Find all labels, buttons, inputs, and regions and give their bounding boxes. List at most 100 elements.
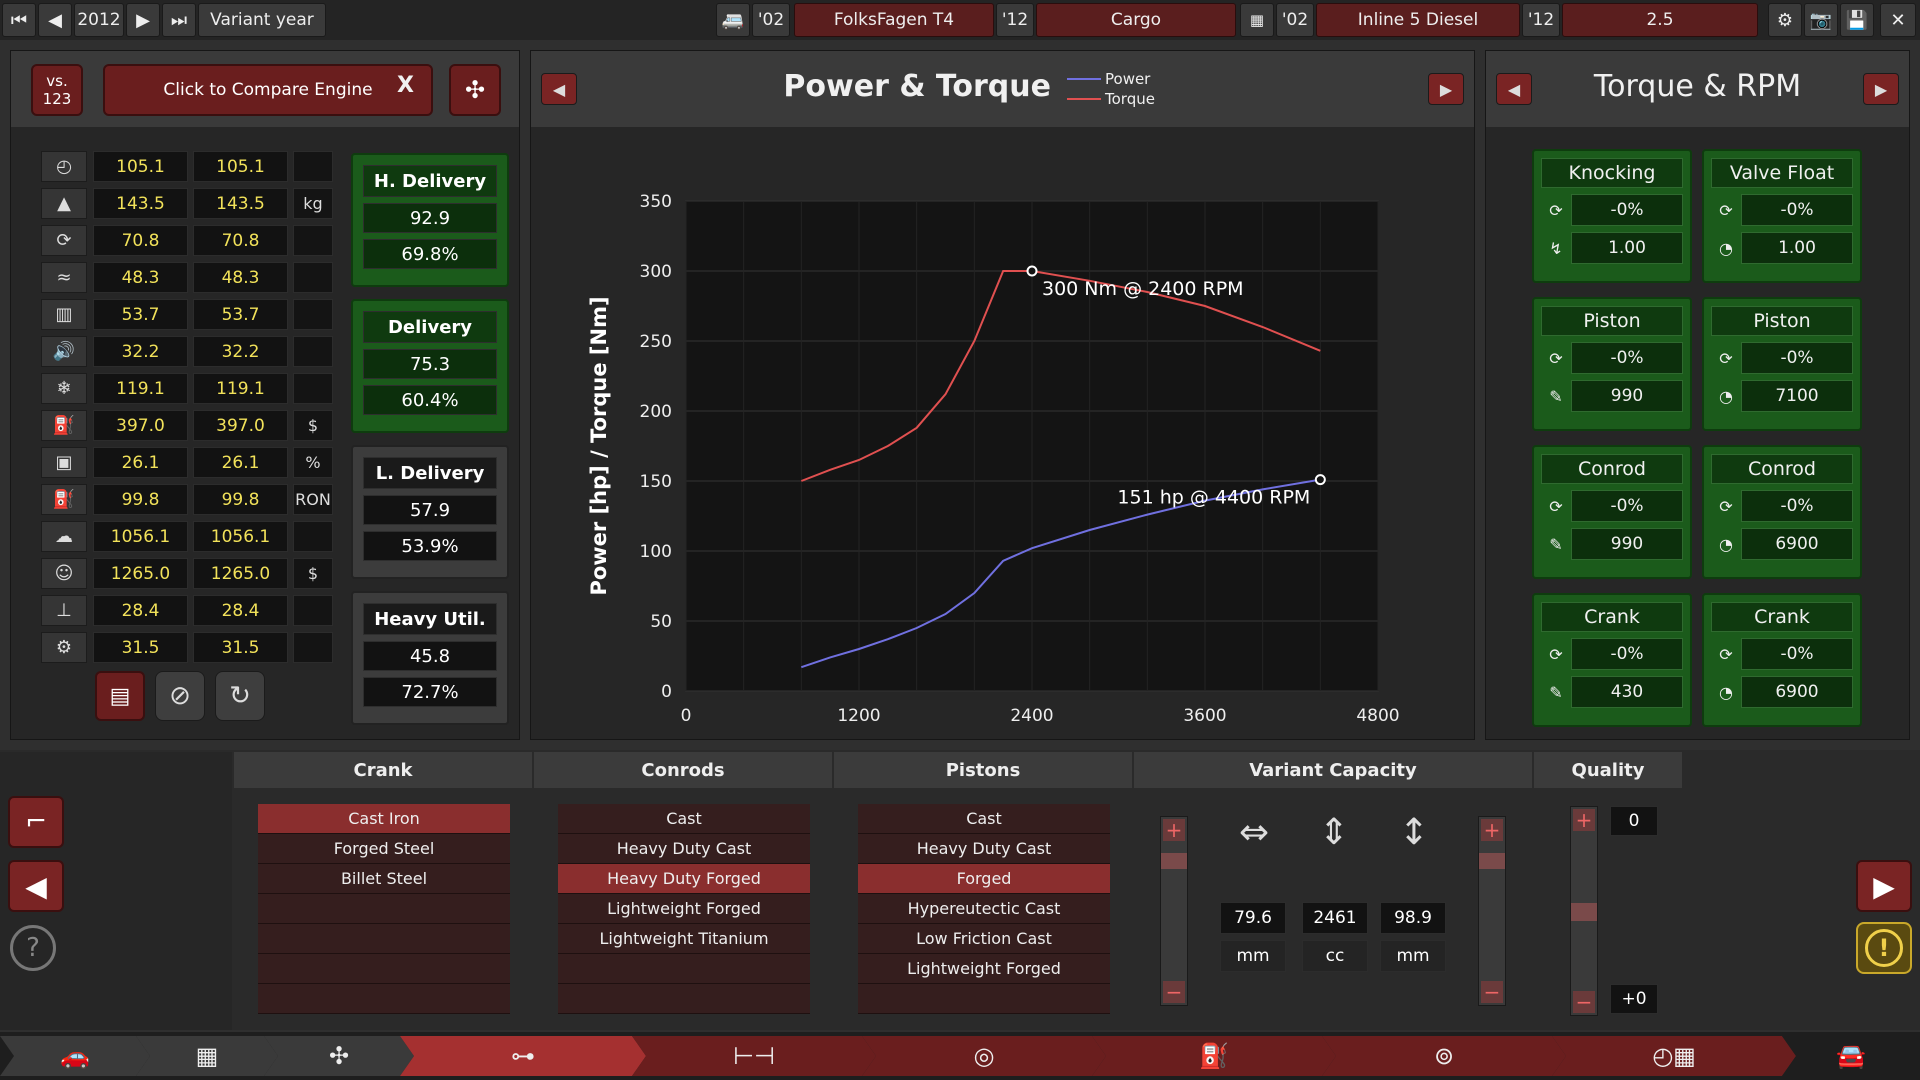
nav-turbo-icon[interactable]: ◎ — [862, 1036, 1106, 1076]
quality-minus-button[interactable]: − — [1573, 990, 1595, 1014]
next-year-button[interactable]: ▶ — [126, 3, 160, 37]
car-icon[interactable]: 🚐 — [716, 3, 750, 37]
x-tick-label: 1200 — [837, 706, 880, 726]
pistons-icon[interactable]: ✣ — [449, 64, 501, 116]
nav-car-icon[interactable]: 🚗 — [0, 1036, 150, 1076]
rpm-prev-button[interactable]: ◀ — [1496, 73, 1532, 105]
limit-card: Conrod ⟳ -0% ◔ 6900 — [1702, 445, 1862, 579]
list-item[interactable]: Heavy Duty Cast — [558, 834, 810, 864]
fuel-can-icon: ▣ — [41, 447, 87, 478]
stat-current-value: 119.1 — [93, 373, 188, 404]
delivery-score: 75.3 — [363, 349, 497, 379]
prev-year-button[interactable]: ◀ — [38, 3, 72, 37]
engine-name[interactable]: Inline 5 Diesel — [1316, 3, 1520, 37]
tacho-icon: ◔ — [1719, 534, 1733, 554]
y-tick-label: 350 — [640, 192, 672, 212]
nav-top-end-icon[interactable]: ⊢⊣ — [632, 1036, 876, 1076]
list-item[interactable]: Lightweight Forged — [558, 894, 810, 924]
variant-name[interactable]: 2.5 — [1562, 3, 1758, 37]
bore-slider[interactable]: + − — [1160, 816, 1188, 1006]
stroke-slider[interactable]: + − — [1478, 816, 1506, 1006]
last-year-button[interactable]: ⏭ — [162, 3, 196, 37]
y-tick-label: 0 — [661, 682, 672, 702]
list-item[interactable]: Hypereutectic Cast — [858, 894, 1110, 924]
delivery-score: 92.9 — [363, 203, 497, 233]
list-item[interactable]: Cast Iron — [258, 804, 510, 834]
x-axis-label: RPM — [1006, 738, 1058, 739]
list-item[interactable]: Billet Steel — [258, 864, 510, 894]
nav-pistons-icon[interactable]: ✣ — [264, 1036, 414, 1076]
back-arrow-button[interactable]: ◀ — [8, 860, 64, 912]
chart-prev-button[interactable]: ◀ — [541, 73, 577, 105]
camera-icon[interactable]: 📷 — [1804, 3, 1838, 37]
limit-card-percent: -0% — [1741, 490, 1853, 522]
list-item[interactable]: Forged Steel — [258, 834, 510, 864]
axis-tool-icon[interactable]: ⌐ — [8, 796, 64, 848]
nav-bottom-end-icon[interactable]: ⊶ — [400, 1036, 646, 1076]
nav-engine-block-icon[interactable]: ▦ — [136, 1036, 278, 1076]
list-item[interactable]: Cast — [558, 804, 810, 834]
warning-button[interactable]: ! — [1856, 922, 1912, 974]
vs-button[interactable]: vs. 123 — [31, 64, 83, 116]
displacement-unit: cc — [1302, 940, 1368, 972]
snowflake-icon: ❄ — [41, 373, 87, 404]
list-item[interactable]: Low Friction Cast — [858, 924, 1110, 954]
y-tick-label: 150 — [640, 472, 672, 492]
stat-row: ⟳ 70.8 70.8 — [41, 225, 335, 256]
compare-engine-label: Click to Compare Engine — [163, 80, 373, 100]
quality-plus-button[interactable]: + — [1573, 808, 1595, 832]
save-icon[interactable]: 💾 — [1840, 3, 1874, 37]
nav-fuel-icon[interactable]: ⛽ — [1092, 1036, 1336, 1076]
stroke-minus-button[interactable]: − — [1481, 980, 1503, 1004]
engine-icon[interactable]: ▦ — [1240, 3, 1274, 37]
quality-slider-handle[interactable] — [1571, 903, 1597, 921]
notes-icon[interactable]: ▤ — [95, 671, 145, 721]
x-tick-label: 0 — [681, 706, 692, 726]
stat-compare-value: 99.8 — [193, 484, 288, 515]
engine-year-end: '12 — [1522, 3, 1560, 37]
stat-current-value: 31.5 — [93, 632, 188, 663]
forward-arrow-button[interactable]: ▶ — [1856, 860, 1912, 912]
stroke-slider-handle[interactable] — [1479, 853, 1505, 869]
settings-gear-icon[interactable]: ⚙ — [1768, 3, 1802, 37]
quality-header: Quality — [1534, 752, 1682, 788]
list-item[interactable]: Lightweight Titanium — [558, 924, 810, 954]
first-year-button[interactable]: ⏮ — [2, 3, 36, 37]
nav-finish-car-icon[interactable]: 🚘 — [1782, 1036, 1920, 1076]
torque-icon: ⟳ — [1549, 644, 1563, 664]
trim-name[interactable]: Cargo — [1036, 3, 1236, 37]
stroke-plus-button[interactable]: + — [1481, 818, 1503, 842]
limit-card-percent: -0% — [1571, 490, 1683, 522]
list-item[interactable]: Lightweight Forged — [858, 954, 1110, 984]
compare-close-button[interactable]: X — [397, 73, 414, 98]
bore-plus-button[interactable]: + — [1163, 818, 1185, 842]
stat-row: ☁ 1056.1 1056.1 — [41, 521, 335, 552]
quality-delta: +0 — [1610, 984, 1658, 1014]
list-item[interactable]: Forged — [858, 864, 1110, 894]
help-icon[interactable]: ? — [10, 925, 56, 971]
model-name[interactable]: FolksFagen T4 — [794, 3, 994, 37]
stroke-piston-icon: ↕ — [1398, 812, 1430, 853]
vs-number: 123 — [42, 90, 72, 108]
stat-row: ⛽ 397.0 397.0 $ — [41, 410, 335, 441]
torque-icon: ⟳ — [1719, 496, 1733, 516]
compare-engine-button[interactable]: Click to Compare Engine — [103, 64, 433, 116]
chart-next-button[interactable]: ▶ — [1428, 73, 1464, 105]
bore-slider-handle[interactable] — [1161, 853, 1187, 869]
nav-exhaust-icon[interactable]: ⊚ — [1322, 1036, 1566, 1076]
bore-minus-button[interactable]: − — [1163, 980, 1185, 1004]
reset-icon[interactable]: ↻ — [215, 671, 265, 721]
nav-test-icon[interactable]: ◴▦ — [1552, 1036, 1796, 1076]
list-item[interactable]: Cast — [858, 804, 1110, 834]
cancel-icon[interactable]: ⊘ — [155, 671, 205, 721]
radiator-icon: ▥ — [41, 299, 87, 330]
stat-compare-value: 143.5 — [193, 188, 288, 219]
bore-unit: mm — [1220, 940, 1286, 972]
stat-row: 🔊 32.2 32.2 — [41, 336, 335, 367]
stat-unit — [293, 595, 333, 626]
list-item[interactable]: Heavy Duty Forged — [558, 864, 810, 894]
quality-slider[interactable]: + − — [1570, 806, 1598, 1016]
rpm-next-button[interactable]: ▶ — [1863, 73, 1899, 105]
close-icon[interactable]: ✕ — [1880, 3, 1916, 37]
list-item[interactable]: Heavy Duty Cast — [858, 834, 1110, 864]
